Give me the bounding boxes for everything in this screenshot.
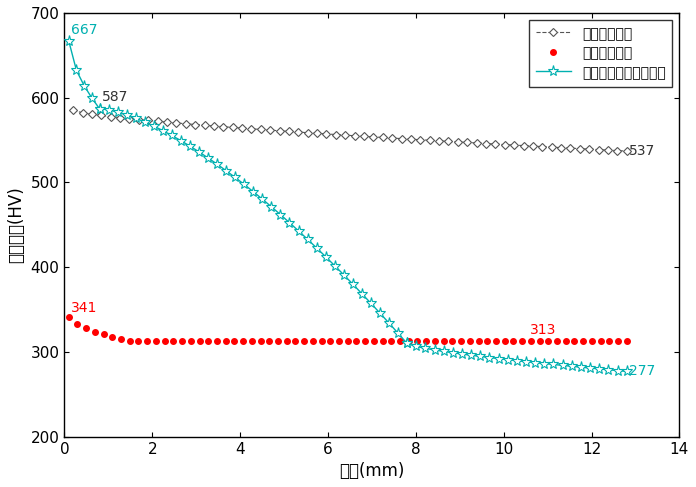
珠光体钢衬板 <box>605 338 613 344</box>
Text: 667: 667 <box>71 23 97 37</box>
Text: 537: 537 <box>629 144 655 158</box>
高锰钢基复合材料衬板 <box>349 281 357 287</box>
贝氏体钢衬板 <box>228 125 237 131</box>
珠光体钢衬板 <box>134 338 143 344</box>
贝氏体钢衬板 <box>257 127 265 132</box>
高锰钢基复合材料衬板 <box>222 168 230 174</box>
贝氏体钢衬板 <box>416 137 425 143</box>
珠光体钢衬板 <box>204 338 212 344</box>
Text: 277: 277 <box>629 364 655 378</box>
Line: 珠光体钢衬板: 珠光体钢衬板 <box>66 315 629 344</box>
Line: 贝氏体钢衬板: 贝氏体钢衬板 <box>70 107 630 154</box>
贝氏体钢衬板 <box>69 108 77 113</box>
贝氏体钢衬板 <box>247 126 255 131</box>
高锰钢基复合材料衬板 <box>186 143 194 149</box>
X-axis label: 深度(mm): 深度(mm) <box>339 462 404 480</box>
高锰钢基复合材料衬板 <box>604 367 612 373</box>
珠光体钢衬板 <box>239 338 247 344</box>
高锰钢基复合材料衬板 <box>65 38 73 44</box>
珠光体钢衬板 <box>553 338 561 344</box>
贝氏体钢衬板 <box>622 148 631 154</box>
Text: 587: 587 <box>102 91 128 105</box>
高锰钢基复合材料衬板 <box>540 361 548 367</box>
Line: 高锰钢基复合材料衬板: 高锰钢基复合材料衬板 <box>63 36 632 377</box>
Legend: 贝氏体钢衬板, 珠光体钢衬板, 高锰钢基复合材料衬板: 贝氏体钢衬板, 珠光体钢衬板, 高锰钢基复合材料衬板 <box>529 20 672 87</box>
Text: 313: 313 <box>530 323 556 337</box>
珠光体钢衬板 <box>65 314 73 320</box>
高锰钢基复合材料衬板 <box>622 369 631 375</box>
珠光体钢衬板 <box>622 338 631 344</box>
珠光体钢衬板 <box>309 338 317 344</box>
珠光体钢衬板 <box>361 338 370 344</box>
Y-axis label: 显微硬度(HV): 显微硬度(HV) <box>7 187 25 263</box>
贝氏体钢衬板 <box>163 119 171 125</box>
Text: 341: 341 <box>71 300 97 315</box>
高锰钢基复合材料衬板 <box>294 228 303 234</box>
贝氏体钢衬板 <box>209 123 218 129</box>
